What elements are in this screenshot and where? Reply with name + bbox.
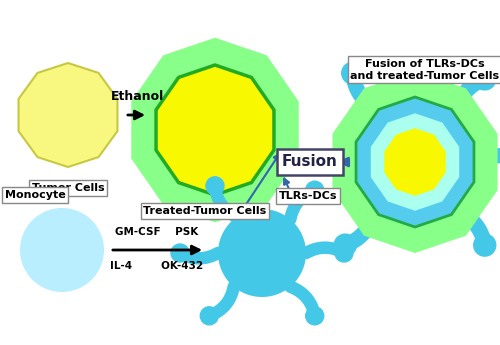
Polygon shape [136, 42, 294, 218]
Circle shape [200, 307, 218, 325]
Text: TLRs-DCs: TLRs-DCs [279, 191, 337, 201]
Circle shape [334, 234, 356, 256]
Circle shape [335, 244, 353, 262]
Polygon shape [18, 63, 117, 167]
Text: IL-4        OK-432: IL-4 OK-432 [110, 261, 204, 271]
Polygon shape [332, 71, 498, 253]
Polygon shape [132, 38, 298, 222]
Ellipse shape [20, 208, 104, 292]
Text: Treated-Tumor Cells: Treated-Tumor Cells [144, 206, 266, 216]
Polygon shape [156, 65, 274, 195]
Polygon shape [352, 92, 478, 232]
Polygon shape [148, 56, 282, 204]
Circle shape [342, 62, 364, 84]
Polygon shape [342, 81, 488, 243]
Circle shape [306, 307, 324, 325]
Polygon shape [346, 87, 484, 237]
Polygon shape [356, 97, 474, 227]
Polygon shape [140, 47, 290, 213]
Circle shape [171, 244, 189, 262]
Circle shape [474, 68, 496, 90]
Ellipse shape [218, 209, 306, 297]
Circle shape [306, 181, 324, 199]
Polygon shape [337, 76, 493, 248]
Text: Tumor Cells: Tumor Cells [32, 183, 104, 193]
Polygon shape [152, 60, 278, 199]
Circle shape [206, 177, 224, 195]
Polygon shape [384, 128, 446, 196]
Polygon shape [144, 51, 286, 209]
Text: Monocyte: Monocyte [4, 190, 66, 200]
Circle shape [474, 234, 496, 256]
Text: Fusion: Fusion [282, 155, 338, 169]
Circle shape [296, 151, 318, 173]
Text: GM-CSF    PSK: GM-CSF PSK [116, 227, 198, 237]
Polygon shape [371, 113, 459, 211]
Text: Ethanol: Ethanol [110, 90, 164, 103]
Text: Fusion of TLRs-DCs
and treated-Tumor Cells: Fusion of TLRs-DCs and treated-Tumor Cel… [350, 59, 500, 81]
